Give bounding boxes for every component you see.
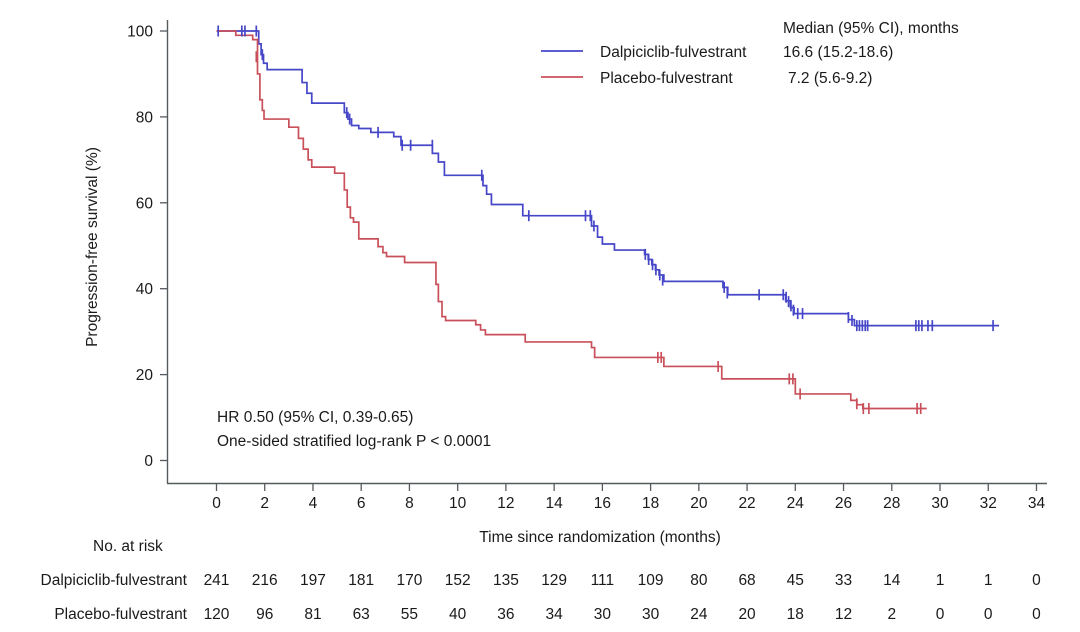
risk-count: 68 bbox=[738, 572, 755, 589]
risk-count: 197 bbox=[300, 572, 326, 589]
risk-count: 1 bbox=[936, 572, 945, 589]
survival-curves bbox=[216, 30, 1000, 410]
x-tick-label: 0 bbox=[212, 495, 221, 512]
risk-count: 181 bbox=[348, 572, 374, 589]
risk-count: 2 bbox=[887, 606, 896, 623]
y-tick-label: 80 bbox=[136, 109, 154, 126]
x-tick-label: 28 bbox=[883, 495, 900, 512]
legend: Median (95% CI), months Dalpiciclib-fulv… bbox=[541, 20, 959, 87]
x-axis-title: Time since randomization (months) bbox=[479, 529, 720, 546]
risk-count: 96 bbox=[256, 606, 273, 623]
risk-count: 14 bbox=[883, 572, 901, 589]
risk-row-label-dalpiciclib: Dalpiciclib-fulvestrant bbox=[41, 572, 188, 589]
x-tick-label: 8 bbox=[405, 495, 414, 512]
risk-count: 12 bbox=[835, 606, 852, 623]
x-tick-label: 10 bbox=[449, 495, 467, 512]
risk-count: 1 bbox=[984, 572, 993, 589]
risk-count: 170 bbox=[396, 572, 422, 589]
risk-count: 135 bbox=[493, 572, 519, 589]
y-tick-label: 0 bbox=[144, 453, 153, 470]
risk-count: 152 bbox=[445, 572, 471, 589]
legend-header: Median (95% CI), months bbox=[783, 20, 959, 37]
risk-count: 0 bbox=[1032, 572, 1041, 589]
risk-count: 18 bbox=[787, 606, 804, 623]
risk-count: 30 bbox=[594, 606, 612, 623]
legend-label-dalpiciclib: Dalpiciclib-fulvestrant bbox=[600, 44, 747, 61]
x-tick-label: 20 bbox=[690, 495, 708, 512]
y-tick-label: 100 bbox=[127, 24, 153, 41]
risk-count: 34 bbox=[546, 606, 564, 623]
risk-count: 109 bbox=[638, 572, 664, 589]
y-tick-label: 20 bbox=[136, 367, 154, 384]
risk-count: 120 bbox=[204, 606, 230, 623]
x-tick-label: 34 bbox=[1028, 495, 1046, 512]
x-tick-label: 16 bbox=[594, 495, 611, 512]
risk-count: 111 bbox=[591, 572, 615, 589]
risk-count: 0 bbox=[936, 606, 945, 623]
x-tick-label: 18 bbox=[642, 495, 659, 512]
x-tick-label: 26 bbox=[835, 495, 852, 512]
pvalue-annotation: One-sided stratified log-rank P < 0.0001 bbox=[217, 433, 491, 450]
risk-count: 20 bbox=[738, 606, 756, 623]
x-tick-label: 22 bbox=[738, 495, 755, 512]
x-tick-label: 32 bbox=[980, 495, 997, 512]
risk-count: 30 bbox=[642, 606, 660, 623]
legend-label-placebo: Placebo-fulvestrant bbox=[600, 70, 733, 87]
risk-count: 55 bbox=[401, 606, 418, 623]
risk-count: 40 bbox=[449, 606, 467, 623]
risk-counts: 241 216 197 181 170 152 135 129 111 109 80 68 45 33 14… bbox=[204, 572, 1042, 623]
x-tick-label: 6 bbox=[357, 495, 366, 512]
risk-count: 0 bbox=[984, 606, 993, 623]
risk-count: 216 bbox=[252, 572, 278, 589]
y-axis-title: Progression-free survival (%) bbox=[84, 147, 101, 347]
risk-table-title: No. at risk bbox=[93, 538, 163, 555]
risk-count: 80 bbox=[690, 572, 708, 589]
risk-count: 63 bbox=[353, 606, 370, 623]
legend-median-placebo: 7.2 (5.6-9.2) bbox=[788, 70, 872, 87]
y-tick-label: 40 bbox=[136, 281, 154, 298]
risk-row-label-placebo: Placebo-fulvestrant bbox=[54, 606, 187, 623]
x-tick-label: 2 bbox=[260, 495, 269, 512]
y-tick-label: 60 bbox=[136, 195, 154, 212]
risk-count: 81 bbox=[304, 606, 321, 623]
risk-count: 241 bbox=[204, 572, 230, 589]
risk-table: No. at risk Dalpiciclib-fulvestrant Plac… bbox=[41, 538, 1042, 623]
annotations: HR 0.50 (95% CI, 0.39-0.65) One-sided st… bbox=[217, 409, 491, 450]
x-tick-label: 12 bbox=[497, 495, 514, 512]
x-tick-label: 4 bbox=[309, 495, 318, 512]
x-tick-label: 24 bbox=[787, 495, 805, 512]
hr-annotation: HR 0.50 (95% CI, 0.39-0.65) bbox=[217, 409, 413, 426]
risk-count: 45 bbox=[787, 572, 804, 589]
axes: 0 2 4 6 8 10 12 14 16 18 20 22 24 26 28 30 32 34020406080… bbox=[127, 20, 1047, 512]
legend-median-dalpiciclib: 16.6 (15.2-18.6) bbox=[783, 44, 893, 61]
censor-marks bbox=[217, 25, 994, 415]
risk-count: 36 bbox=[497, 606, 514, 623]
x-tick-label: 14 bbox=[546, 495, 564, 512]
risk-count: 129 bbox=[541, 572, 567, 589]
km-curve-placebo bbox=[216, 30, 927, 410]
risk-count: 24 bbox=[690, 606, 708, 623]
x-tick-label: 30 bbox=[931, 495, 949, 512]
risk-count: 33 bbox=[835, 572, 852, 589]
risk-count: 0 bbox=[1032, 606, 1041, 623]
